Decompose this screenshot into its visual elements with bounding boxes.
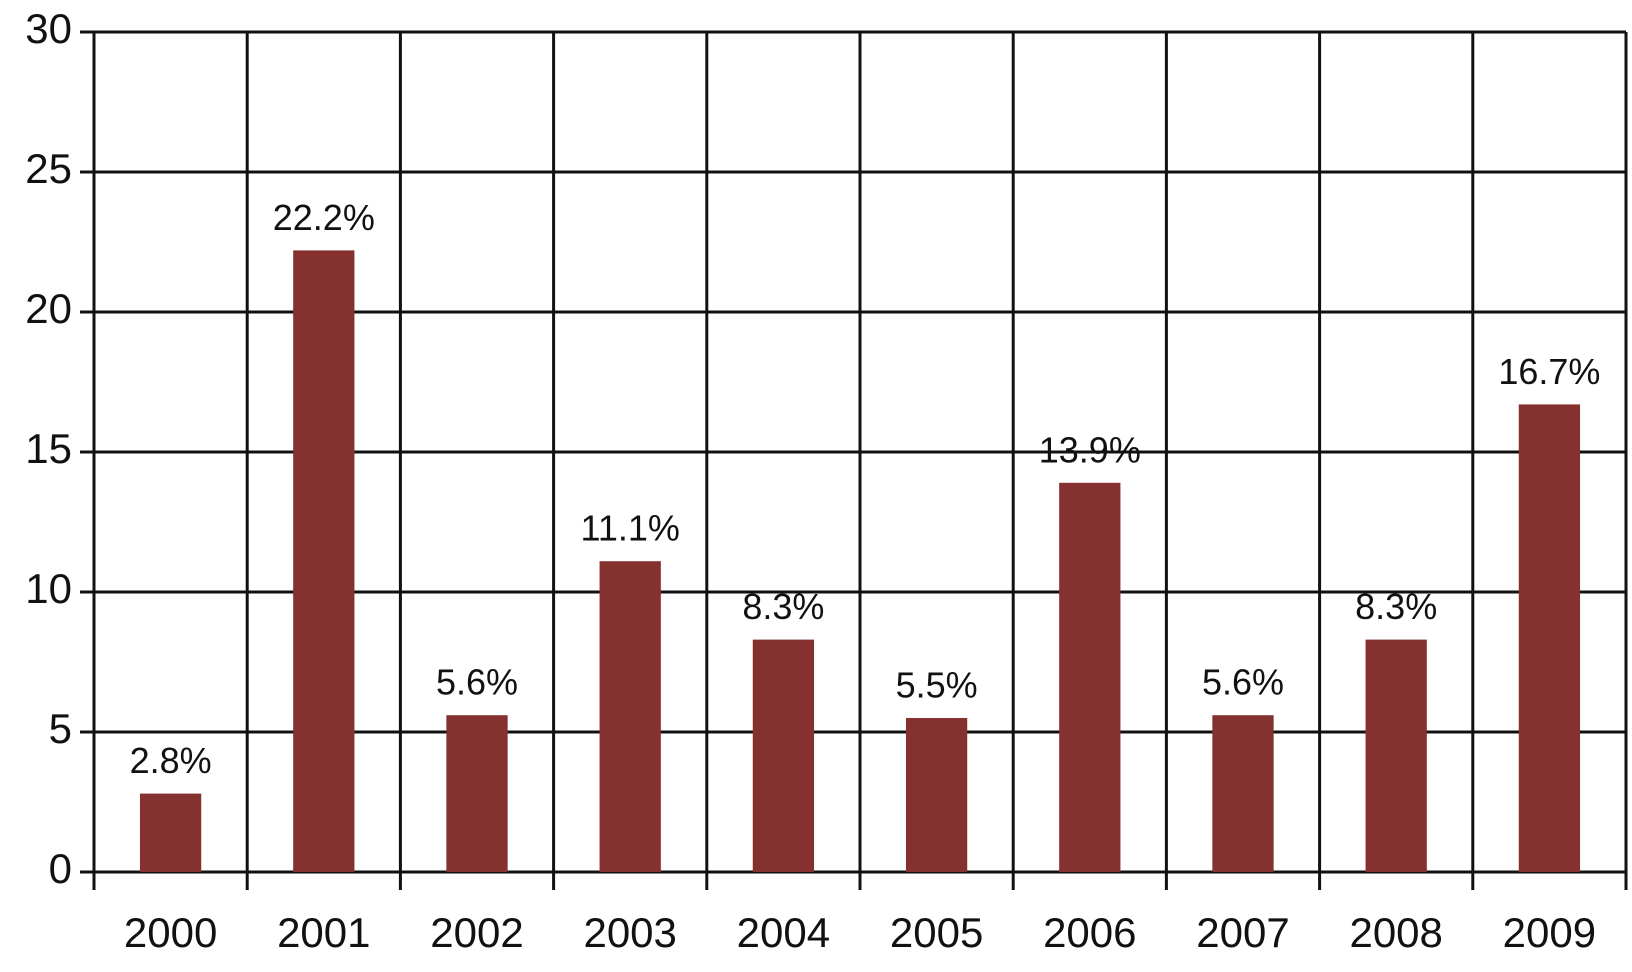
bar xyxy=(1518,404,1581,872)
y-tick-label: 25 xyxy=(25,145,72,192)
x-tick-label: 2006 xyxy=(1043,909,1136,956)
bar xyxy=(1212,715,1274,872)
x-tick-label: 2002 xyxy=(430,909,523,956)
bar xyxy=(446,715,508,872)
y-tick-label: 20 xyxy=(25,285,72,332)
x-tick-label: 2009 xyxy=(1503,909,1596,956)
y-tick-label: 10 xyxy=(25,565,72,612)
y-tick-label: 0 xyxy=(49,845,72,892)
bar xyxy=(1365,639,1427,872)
bar xyxy=(293,250,355,872)
x-tick-label: 2001 xyxy=(277,909,370,956)
bar xyxy=(905,718,968,872)
value-label: 22.2% xyxy=(273,197,375,238)
bar xyxy=(1059,482,1121,872)
x-tick-label: 2007 xyxy=(1196,909,1289,956)
value-label: 5.6% xyxy=(436,662,518,703)
y-tick-label: 30 xyxy=(25,5,72,52)
value-label: 8.3% xyxy=(1355,586,1437,627)
x-tick-label: 2004 xyxy=(737,909,830,956)
value-label: 2.8% xyxy=(130,740,212,781)
value-label: 11.1% xyxy=(580,508,679,549)
value-label: 5.6% xyxy=(1202,662,1284,703)
x-tick-label: 2005 xyxy=(890,909,983,956)
value-label: 13.9% xyxy=(1039,429,1141,470)
x-tick-label: 2003 xyxy=(583,909,676,956)
value-label: 8.3% xyxy=(742,586,824,627)
bar xyxy=(139,793,202,872)
x-tick-label: 2000 xyxy=(124,909,217,956)
value-label: 16.7% xyxy=(1498,351,1600,392)
y-tick-label: 15 xyxy=(25,425,72,472)
bar xyxy=(599,561,661,872)
x-tick-label: 2008 xyxy=(1349,909,1442,956)
bar xyxy=(752,639,815,872)
value-label: 5.5% xyxy=(896,665,978,706)
y-tick-label: 5 xyxy=(49,705,72,752)
